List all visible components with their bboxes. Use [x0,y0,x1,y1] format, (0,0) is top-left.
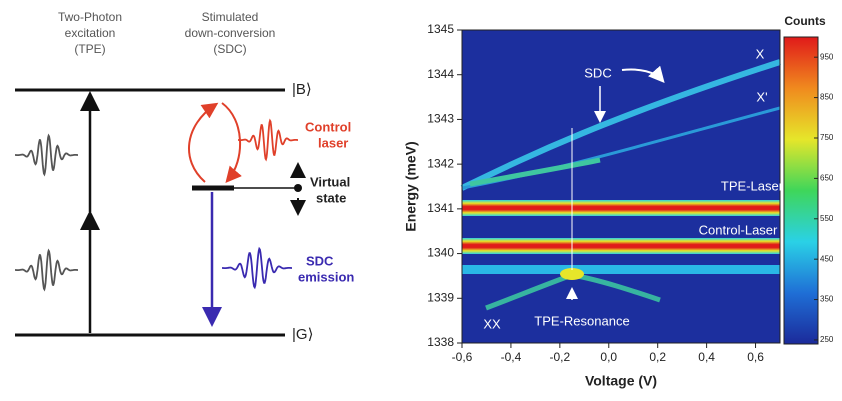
tpe-label: Two-Photon [58,10,122,24]
colorbar-tick-label: 250 [820,335,834,344]
sdc-label: down-conversion [185,26,276,40]
colorbar-tick-label: 950 [820,52,834,61]
y-tick-label: 1338 [427,335,454,349]
virtual-state-label: Virtual [310,174,350,189]
resonance-spot [560,268,584,280]
sdc-emission-label: emission [298,269,354,284]
y-tick-label: 1339 [427,290,454,304]
virtual-dot [294,184,302,192]
plot-frame [461,29,781,344]
wave-packets [15,118,298,292]
annotation: X [756,46,765,61]
x-tick-label: 0,6 [747,350,764,364]
control-laser-band [462,238,780,254]
annotation: SDC [584,65,611,80]
colorbar-tick-label: 850 [820,93,834,102]
colorbar-label: Counts [784,14,826,28]
wave-packet [238,118,298,162]
sdc-label: Stimulated [202,10,259,24]
level-diagram: Two-Photon excitation (TPE) Stimulated d… [15,10,354,343]
colorbar-tick-label: 350 [820,295,834,304]
sdc-label: (SDC) [213,42,246,56]
y-tick-label: 1341 [427,201,454,215]
state-b: |B⟩ [292,81,312,98]
lower-branch [469,157,601,187]
y-tick-label: 1340 [427,246,454,260]
sdc-emission-label: SDC [306,253,334,268]
tpe-label: excitation [65,26,116,40]
tpe-label: (TPE) [74,42,105,56]
y-tick-label: 1342 [427,156,454,170]
annotation: TPE-Resonance [534,313,629,328]
y-axis-label: Energy (meV) [403,141,419,231]
colorbar-tick-label: 550 [820,214,834,223]
heatmap [460,30,781,343]
colorbar-tick-label: 750 [820,133,834,142]
wave-packet [15,133,78,177]
colorbar-tick-label: 650 [820,173,834,182]
tpe-laser-band [462,200,780,216]
control-laser-label: Control [305,119,351,134]
x-tick-label: 0,4 [698,350,715,364]
annotation: XX [483,316,501,331]
wave-packet [222,246,292,290]
annotation: TPE-Laser [721,178,784,193]
x-axis-label: Voltage (V) [585,373,657,389]
annotation: X' [756,89,767,104]
wave-packet [15,248,78,292]
colorbar [783,36,819,345]
control-arrow [221,102,242,184]
y-tick-label: 1343 [427,112,454,126]
x-tick-label: 0,2 [649,350,666,364]
resonance-band [462,265,780,274]
x-tick-label: 0,0 [600,350,617,364]
state-g: |G⟩ [292,326,313,343]
annotation: Control-Laser [699,222,778,237]
sdc-arrow [621,65,665,84]
x-tick-label: -0,6 [452,350,473,364]
control-arrow [188,102,219,183]
y-tick-label: 1345 [427,22,454,36]
x-tick-label: -0,4 [501,350,522,364]
x-line [460,59,781,191]
x-tick-label: -0,2 [550,350,571,364]
y-tick-label: 1344 [427,67,454,81]
control-laser-label: laser [318,135,348,150]
colorbar-tick-label: 450 [820,254,834,263]
virtual-state-label: state [316,190,346,205]
